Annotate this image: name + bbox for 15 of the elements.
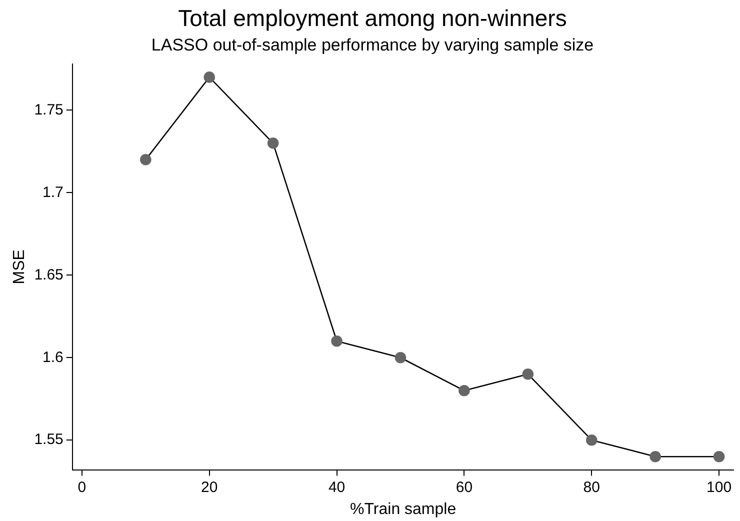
x-tick-label: 80 [583, 478, 600, 496]
y-tick-label: 1.55 [34, 431, 64, 448]
y-tick-label: 1.75 [34, 101, 64, 118]
chart-title: Total employment among non-winners [178, 5, 567, 32]
y-tick-label: 1.6 [42, 348, 64, 366]
x-tick-label: 60 [456, 478, 473, 496]
y-tick-label: 1.65 [34, 266, 64, 284]
x-axis-title: %Train sample [350, 500, 456, 518]
y-axis-title: MSE [11, 250, 28, 284]
chart-subtitle: LASSO out-of-sample performance by varying sample size [151, 35, 594, 54]
x-tick-label: 100 [706, 478, 732, 496]
x-tick-label: 0 [78, 478, 86, 496]
x-tick-label: 20 [201, 478, 218, 496]
x-tick-label: 40 [328, 478, 346, 496]
y-tick-label: 1.7 [42, 184, 64, 201]
